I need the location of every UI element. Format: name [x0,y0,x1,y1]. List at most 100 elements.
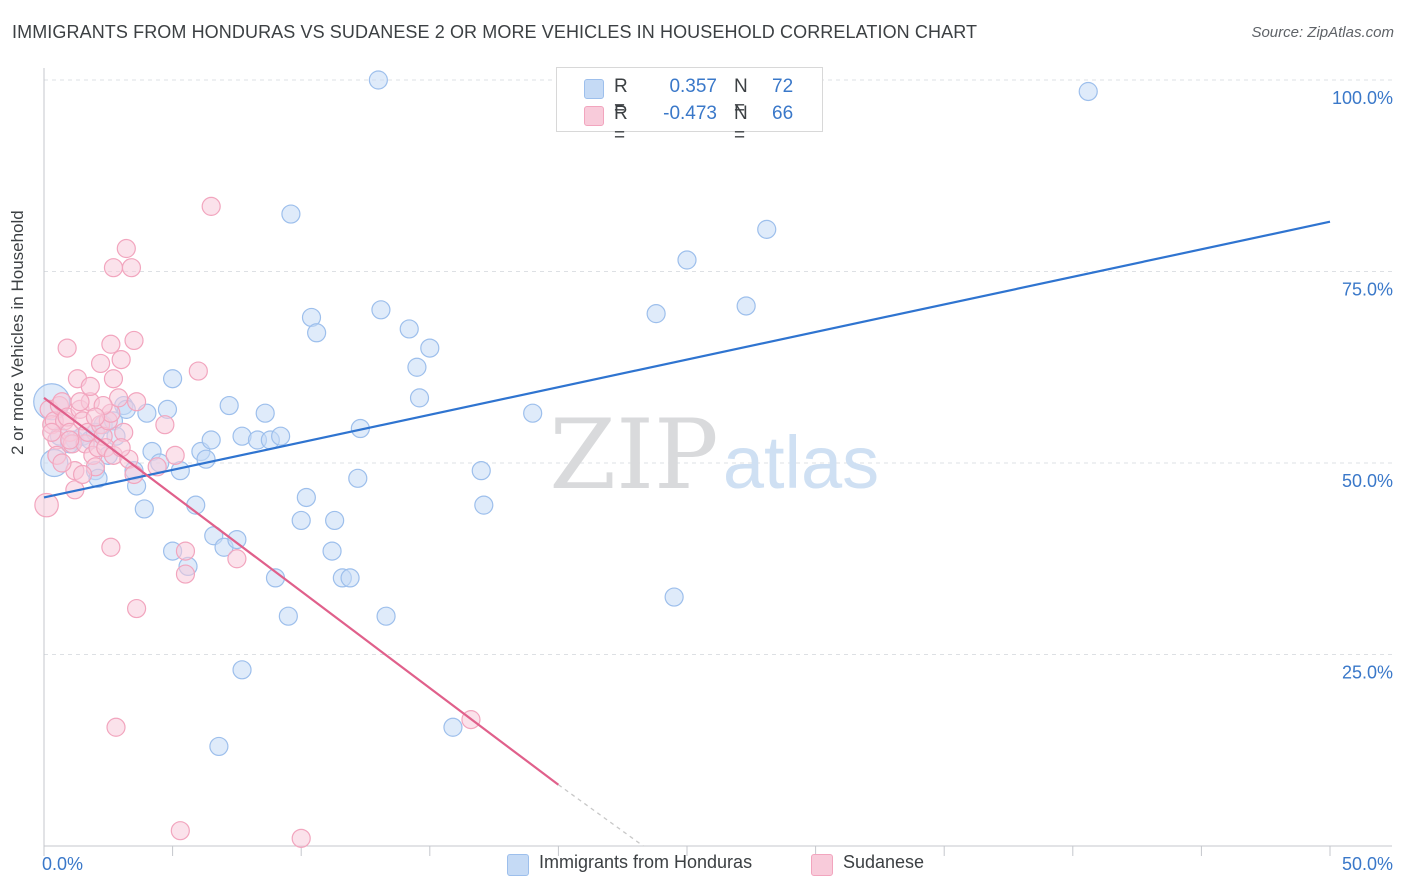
honduras-legend-swatch [507,854,529,876]
honduras-point-43 [296,487,316,508]
sudanese-point-47 [175,541,196,561]
honduras-point-60 [471,461,491,481]
honduras-point-55 [399,319,419,339]
r-label: R = [614,103,628,146]
sudanese-n-value: 66 [772,103,794,124]
chart-title: IMMIGRANTS FROM HONDURAS VS SUDANESE 2 O… [12,22,978,42]
honduras-point-33 [232,660,252,680]
sudanese-point-60 [42,422,62,442]
honduras-point-54 [376,606,396,626]
sudanese-point-53 [291,828,311,848]
watermark: ZIP atlas [549,399,879,511]
sudanese-point-41 [126,392,147,412]
honduras-point-46 [322,541,342,561]
x-tick-label-0: 0.0% [42,854,83,874]
sudanese-trend-line [43,397,560,786]
honduras-point-66 [736,296,756,316]
sudanese-point-40 [124,330,144,351]
sudanese-point-52 [170,821,190,841]
sudanese-point-36 [111,349,131,370]
honduras-point-32 [227,529,247,550]
x-tick-label-1: 50.0% [1342,854,1393,874]
honduras-point-31 [219,395,239,416]
honduras-point-49 [340,568,360,588]
sudanese-point-65 [85,407,106,427]
honduras-point-65 [677,250,697,270]
grid-lines [44,79,1392,655]
honduras-point-64 [664,587,684,607]
honduras-n-value: 72 [772,76,794,97]
honduras-point-53 [371,300,391,320]
sudanese-point-43 [126,598,147,619]
sudanese-point-29 [108,388,129,408]
honduras-r-value: 0.357 [669,76,717,97]
watermark-zip: ZIP [549,399,718,511]
honduras-swatch [584,79,604,99]
sudanese-r-value: -0.473 [663,103,717,124]
source-label: Source: ZipAtlas.com [1251,24,1394,41]
honduras-point-15 [134,499,154,519]
honduras-point-45 [307,323,327,343]
sudanese-point-58 [80,376,100,396]
honduras-point-52 [368,70,388,90]
n-label: N = [734,76,748,119]
honduras-point-50 [348,468,368,488]
sudanese-point-34 [101,334,121,354]
y-tick-label-0: 25.0% [1342,663,1393,683]
honduras-point-62 [523,403,543,423]
honduras-point-27 [201,430,221,450]
sudanese-point-45 [155,415,175,435]
sudanese-point-56 [52,453,72,473]
y-tick-label-1: 50.0% [1342,471,1393,491]
sudanese-point-48 [175,564,196,584]
trend-lines [43,220,1331,847]
honduras-point-67 [757,219,777,239]
r-label: R = [614,76,628,119]
n-label: N = [734,103,748,146]
honduras-point-57 [409,388,430,408]
honduras-trend-line [43,220,1331,499]
honduras-point-26 [196,449,216,469]
honduras-point-29 [209,736,229,757]
watermark-atlas: atlas [723,421,879,504]
honduras-point-61 [474,495,494,515]
y-tick-label-3: 100.0% [1332,88,1393,108]
honduras-point-47 [325,510,345,531]
sudanese-point-51 [227,549,247,569]
sudanese-legend-label: Sudanese [843,852,925,872]
sudanese-point-32 [124,464,144,485]
sudanese-point-33 [90,353,111,374]
sudanese-point-49 [188,361,208,381]
sudanese-point-46 [165,445,185,465]
sudanese-point-42 [101,537,121,557]
sudanese-point-61 [60,430,80,450]
tick-labels: 25.0% 50.0% 75.0% 100.0% 0.0% 50.0% [42,88,1393,874]
sudanese-point-38 [121,258,142,278]
honduras-legend-label: Immigrants from Honduras [539,852,753,872]
honduras-point-56 [407,357,427,377]
sudanese-point-44 [106,717,126,737]
sudanese-point-0 [34,492,59,518]
sudanese-point-64 [70,392,90,412]
honduras-point-59 [443,717,463,737]
honduras-point-39 [271,426,291,446]
y-tick-label-2: 75.0% [1342,280,1393,300]
honduras-point-36 [255,403,275,423]
data-points [33,70,1098,848]
honduras-point-58 [420,338,440,358]
honduras-point-68 [1078,81,1098,102]
sudanese-point-50 [201,196,221,216]
sudanese-swatch [584,106,604,126]
sudanese-point-63 [111,438,131,458]
sudanese-point-37 [116,238,136,259]
sudanese-point-13 [57,338,77,358]
honduras-point-42 [291,510,311,531]
sudanese-point-39 [103,258,124,278]
sudanese-legend-swatch [811,854,833,876]
honduras-point-63 [646,304,666,324]
honduras-point-20 [163,369,183,389]
sudanese-trend-extension [558,784,644,847]
stats-legend: R = 0.357 N = 72 R = -0.473 N = 66 [556,67,823,146]
honduras-point-41 [281,204,301,224]
